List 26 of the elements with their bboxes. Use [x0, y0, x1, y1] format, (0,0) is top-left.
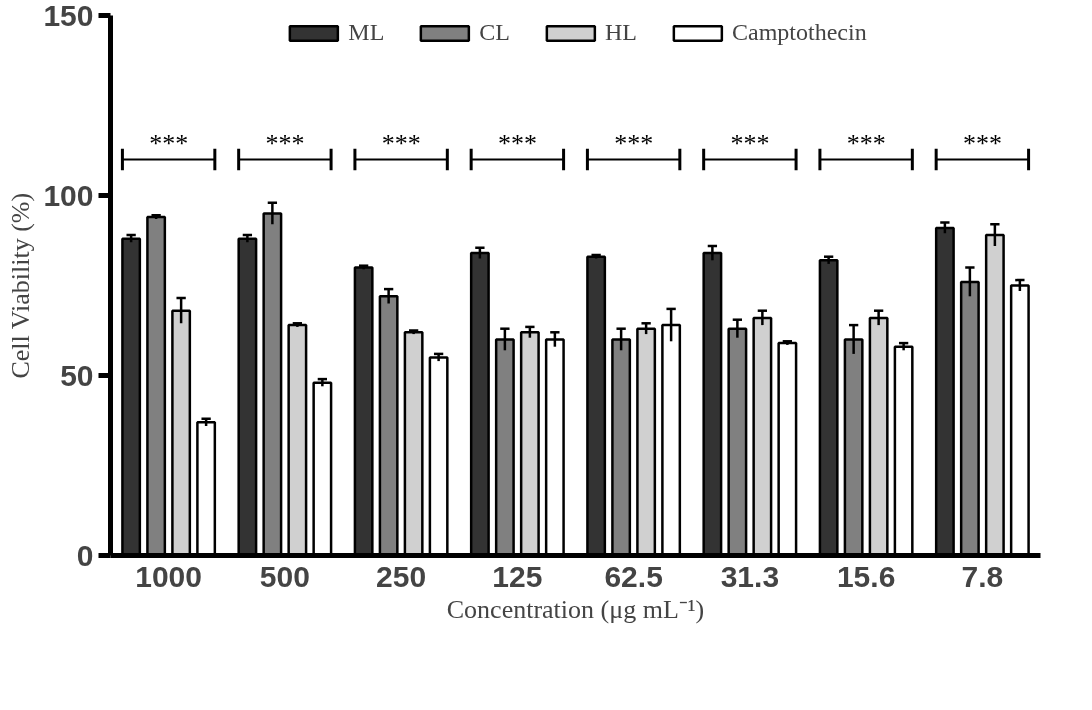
x-tick-label: 31.3 [720, 559, 780, 593]
x-tick-label: 15.6 [836, 559, 896, 593]
annotation: *** [730, 128, 770, 158]
x-tick-label: 250 [376, 559, 427, 593]
annotation: *** [497, 128, 537, 158]
annotation: *** [149, 128, 189, 158]
y-tick-label: 100 [43, 178, 94, 212]
annotation: *** [962, 128, 1002, 158]
annotation: *** [265, 128, 305, 158]
annotation: *** [381, 128, 421, 158]
legend-label: Camptothecin [732, 19, 867, 46]
annotation: *** [846, 128, 886, 158]
legend-label: ML [348, 19, 385, 46]
legend-label: HL [605, 19, 638, 46]
x-tick-label: 7.8 [961, 559, 1004, 593]
x-tick-label: 500 [259, 559, 310, 593]
y-axis-title: Cell Viability (%) [6, 192, 36, 379]
x-tick-label: 125 [492, 559, 543, 593]
y-tick-label: 150 [43, 0, 94, 32]
legend-label: CL [479, 19, 511, 46]
x-axis-title: Concentration (μg mL⁻¹) [446, 594, 705, 624]
annotation: *** [614, 128, 654, 158]
x-tick-label: 1000 [135, 559, 203, 593]
x-tick-label: 62.5 [604, 559, 663, 593]
y-tick-label: 50 [60, 358, 94, 392]
y-tick-label: 0 [76, 538, 94, 572]
